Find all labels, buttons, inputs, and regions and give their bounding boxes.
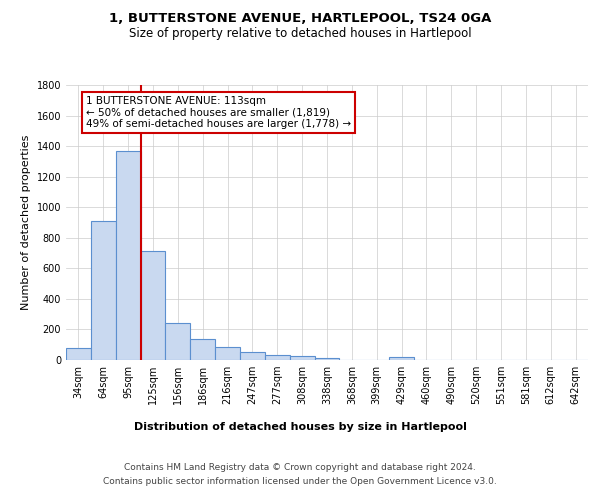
Bar — [314, 358, 340, 360]
Bar — [215, 347, 240, 360]
Bar — [166, 322, 190, 360]
Bar — [116, 150, 140, 360]
Bar — [190, 338, 215, 360]
Text: Contains HM Land Registry data © Crown copyright and database right 2024.: Contains HM Land Registry data © Crown c… — [124, 462, 476, 471]
Text: 1, BUTTERSTONE AVENUE, HARTLEPOOL, TS24 0GA: 1, BUTTERSTONE AVENUE, HARTLEPOOL, TS24 … — [109, 12, 491, 26]
Bar — [91, 221, 116, 360]
Text: Size of property relative to detached houses in Hartlepool: Size of property relative to detached ho… — [128, 28, 472, 40]
Bar — [265, 356, 290, 360]
Bar — [140, 251, 166, 360]
Bar — [66, 348, 91, 360]
Text: 1 BUTTERSTONE AVENUE: 113sqm
← 50% of detached houses are smaller (1,819)
49% of: 1 BUTTERSTONE AVENUE: 113sqm ← 50% of de… — [86, 96, 351, 129]
Text: Contains public sector information licensed under the Open Government Licence v3: Contains public sector information licen… — [103, 478, 497, 486]
Bar — [240, 352, 265, 360]
Bar — [290, 356, 314, 360]
Text: Distribution of detached houses by size in Hartlepool: Distribution of detached houses by size … — [134, 422, 466, 432]
Bar — [389, 357, 414, 360]
Y-axis label: Number of detached properties: Number of detached properties — [21, 135, 31, 310]
